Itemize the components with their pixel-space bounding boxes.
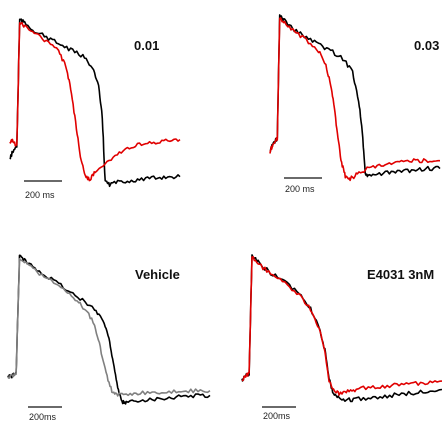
panel-1-trace-2 xyxy=(9,21,181,182)
panel-3-scale-label: 200ms xyxy=(29,412,57,422)
panel-2: 0.03 200 ms xyxy=(269,14,441,194)
panel-4-trace-2 xyxy=(241,256,442,396)
panel-3: Vehicle 200ms xyxy=(7,254,211,422)
panel-4-traces xyxy=(241,254,442,403)
panel-3-label: Vehicle xyxy=(135,267,180,282)
panel-4-label: E4031 3nM xyxy=(367,267,434,282)
panel-1: 0.01 200 ms xyxy=(9,18,181,200)
panel-2-traces xyxy=(269,14,441,182)
panel-3-trace-1 xyxy=(7,254,211,405)
panel-2-trace-2 xyxy=(269,17,440,182)
panel-4: E4031 3nM 200ms xyxy=(241,254,442,421)
panel-2-scale-label: 200 ms xyxy=(285,184,315,194)
panel-4-scale-label: 200ms xyxy=(263,411,291,421)
panel-3-trace-2 xyxy=(7,257,211,397)
panel-1-label: 0.01 xyxy=(134,38,159,53)
panel-2-label: 0.03 xyxy=(414,38,439,53)
panel-1-traces xyxy=(9,18,181,188)
panel-1-scale-label: 200 ms xyxy=(25,190,55,200)
panel-1-trace-1 xyxy=(9,18,181,188)
panel-3-traces xyxy=(7,254,211,405)
panel-2-trace-1 xyxy=(269,14,441,178)
